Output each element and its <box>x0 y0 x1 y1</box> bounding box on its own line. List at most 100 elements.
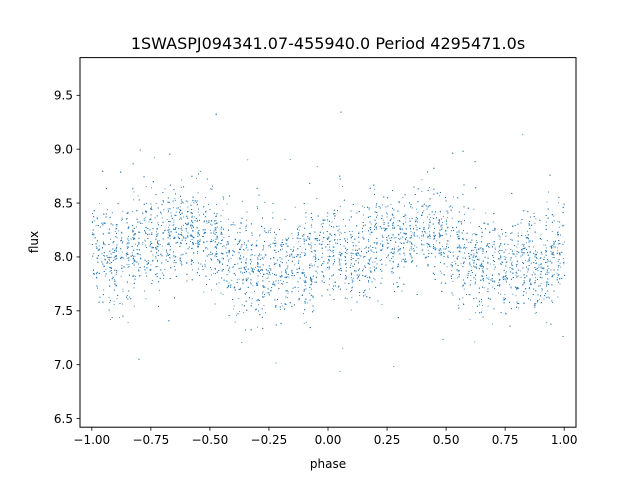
data-point <box>439 237 441 238</box>
data-point <box>429 186 431 188</box>
data-point <box>326 215 328 217</box>
data-point <box>154 217 156 219</box>
data-point <box>333 250 334 252</box>
data-point <box>292 256 294 258</box>
data-point <box>115 257 117 259</box>
data-point <box>241 304 243 306</box>
data-point <box>173 266 175 267</box>
data-point <box>427 237 429 239</box>
data-point <box>350 264 352 266</box>
data-point <box>229 271 231 273</box>
data-point <box>286 273 287 275</box>
data-point <box>259 234 261 236</box>
data-point <box>452 280 454 282</box>
data-point <box>131 211 133 213</box>
data-point <box>288 260 290 261</box>
data-point <box>113 256 115 258</box>
data-point <box>556 272 558 274</box>
data-point <box>144 219 146 221</box>
data-point <box>504 294 506 296</box>
data-point <box>304 222 306 224</box>
data-point <box>442 246 444 248</box>
data-point <box>272 273 273 275</box>
data-point <box>314 281 316 283</box>
data-point <box>167 253 169 255</box>
data-point <box>339 263 341 265</box>
data-point <box>127 211 129 213</box>
data-point <box>202 236 203 237</box>
data-point <box>422 249 424 251</box>
data-point <box>304 285 306 287</box>
data-point <box>383 227 385 229</box>
data-point <box>519 270 521 272</box>
data-point <box>195 242 197 244</box>
data-point <box>511 261 513 263</box>
data-point <box>387 255 389 257</box>
data-point <box>329 241 330 243</box>
data-point <box>214 238 216 240</box>
data-point <box>493 268 495 270</box>
data-point <box>259 266 261 268</box>
data-point <box>310 242 312 244</box>
data-point <box>133 305 135 307</box>
data-point <box>233 308 234 310</box>
data-point <box>131 252 133 254</box>
data-point <box>332 264 334 266</box>
data-point <box>447 227 449 229</box>
data-point <box>551 231 553 233</box>
data-point <box>97 249 99 251</box>
data-point <box>481 228 482 229</box>
data-point <box>239 310 241 312</box>
data-point <box>247 159 249 161</box>
data-point <box>311 251 313 253</box>
data-point <box>364 294 366 296</box>
data-point <box>335 242 336 244</box>
data-point <box>99 203 100 205</box>
data-point <box>339 252 341 253</box>
data-point <box>199 170 201 172</box>
data-point <box>286 255 288 256</box>
data-point <box>445 248 447 250</box>
data-point <box>350 309 352 311</box>
data-point <box>268 267 270 269</box>
data-point <box>358 231 360 233</box>
data-point <box>505 262 507 263</box>
data-point <box>337 239 339 241</box>
data-point <box>118 230 120 232</box>
data-point <box>193 202 195 204</box>
data-point <box>254 266 256 268</box>
data-point <box>479 304 481 306</box>
data-point <box>362 205 364 207</box>
data-point <box>150 251 152 253</box>
data-point <box>227 241 229 243</box>
data-point <box>128 239 130 241</box>
data-point <box>223 236 225 238</box>
data-point <box>458 244 460 246</box>
data-point <box>261 269 262 271</box>
data-point <box>422 222 424 224</box>
data-point <box>115 249 117 251</box>
data-point <box>464 213 465 215</box>
data-point <box>534 222 536 224</box>
data-point <box>338 228 340 230</box>
data-point <box>545 296 547 298</box>
data-point <box>135 275 136 277</box>
data-point <box>174 256 176 258</box>
data-point <box>482 269 484 271</box>
data-point <box>428 226 430 228</box>
data-point <box>116 237 118 239</box>
data-point <box>563 263 565 265</box>
data-point <box>302 269 304 271</box>
data-point <box>529 251 531 253</box>
data-point <box>470 266 472 268</box>
data-point <box>197 219 198 221</box>
data-point <box>421 244 423 246</box>
data-point <box>173 262 175 264</box>
data-point <box>139 242 140 244</box>
data-point <box>489 263 491 265</box>
data-point <box>415 224 417 226</box>
data-point <box>242 278 244 280</box>
data-point <box>251 261 253 263</box>
data-point <box>416 246 418 248</box>
data-point <box>470 280 472 281</box>
